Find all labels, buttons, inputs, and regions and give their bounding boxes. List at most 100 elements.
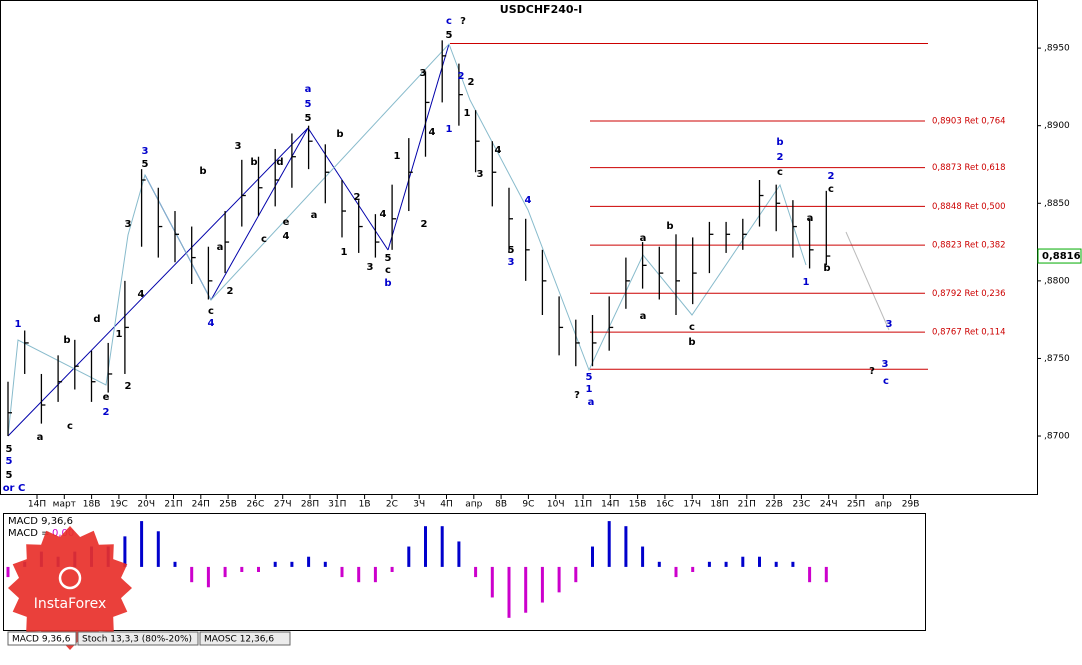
macd-bar [540, 566, 544, 603]
x-tick-label: 18П [710, 500, 728, 510]
wave-label: 4 [525, 195, 532, 206]
x-tick-label: 27Ч [274, 500, 292, 510]
macd-bar [240, 566, 244, 572]
macd-bar [607, 521, 611, 567]
wave-label: b [199, 166, 206, 177]
wave-label: c [446, 16, 452, 27]
wave-label: ? [869, 366, 875, 377]
wave-label: ? [574, 390, 580, 401]
macd-bar [707, 561, 711, 567]
macd-bar [273, 561, 277, 567]
wave-label: c [883, 376, 889, 387]
macd-bar [424, 526, 427, 567]
x-tick-label: 18В [83, 500, 101, 510]
tab [77, 631, 199, 646]
tab [199, 631, 291, 646]
x-tick-label: 4П [440, 500, 453, 510]
macd-bar [140, 521, 144, 567]
macd-bar [156, 531, 160, 567]
wave-label: 3 [142, 146, 149, 157]
fib-label: 0,8873 Ret 0,618 [932, 163, 1006, 173]
wave-label: e [103, 392, 110, 403]
x-tick-label: апр [465, 500, 482, 510]
wave-label: b [63, 335, 70, 346]
x-tick-label: 25В [219, 500, 237, 510]
wave-label: 1 [464, 108, 471, 119]
wave-label: 1 [586, 384, 593, 395]
wave-label: 5 [6, 444, 13, 455]
x-tick-label: 25П [847, 500, 865, 510]
wave-label: 1 [15, 319, 22, 330]
wave-label: a [217, 242, 224, 253]
macd-bar [257, 566, 260, 572]
x-tick-label: 10Ч [547, 500, 565, 510]
x-tick-label: 14П [601, 500, 619, 510]
wave-label: a [311, 210, 318, 221]
macd-bar [791, 561, 795, 567]
x-tick-label: 20Ч [137, 500, 155, 510]
wave-label: 3 [125, 219, 132, 230]
macd-bar [440, 526, 444, 567]
macd-bar [724, 561, 728, 567]
x-tick-label: 31П [328, 500, 346, 510]
y-tick-label: ,8700 [1044, 432, 1070, 442]
macd-bar [774, 561, 778, 567]
wave-label: e [283, 217, 290, 228]
wave-label: 2 [354, 192, 361, 203]
macd-bar [206, 566, 210, 588]
wave-label: 2 [103, 407, 110, 418]
x-tick-label: 17Ч [683, 500, 701, 510]
macd-bar [507, 566, 511, 618]
wave-label: 5 [508, 245, 515, 256]
plot-frame [0, 0, 1038, 495]
x-tick-label: 23С [793, 500, 811, 510]
wave-label: 5 [385, 253, 392, 264]
macd-bar [474, 566, 478, 578]
x-tick-label: 29В [902, 500, 920, 510]
wave-label: 5 [6, 470, 13, 481]
wave-label: 2 [421, 219, 428, 230]
x-tick-label: 1В [359, 500, 371, 510]
wave-label: 5 [6, 456, 13, 467]
x-tick-label: 3Ч [413, 500, 425, 510]
fib-label: 0,8848 Ret 0,500 [932, 202, 1006, 212]
wave-label: a [305, 84, 312, 95]
x-tick-label: 22В [765, 500, 783, 510]
macd-bar [6, 566, 10, 578]
wave-label: d [276, 157, 283, 168]
wave-label: 3 [235, 141, 242, 152]
wave-label: 3 [420, 68, 427, 79]
y-tick-label: ,8800 [1044, 276, 1070, 286]
wave-label: 1 [116, 329, 123, 340]
y-tick-label: ,8950 [1044, 44, 1070, 54]
wave-label: 3 [886, 319, 893, 330]
wave-label: 2 [777, 152, 784, 163]
wave-label: a [588, 397, 595, 408]
x-tick-label: 15В [629, 500, 647, 510]
wave-label: 3 [882, 359, 889, 370]
wave-label: c [208, 306, 214, 317]
wave-label: 3 [477, 169, 484, 180]
x-tick-label: 14П [28, 500, 46, 510]
macd-bar [691, 566, 695, 572]
logo-icon [58, 566, 82, 590]
x-tick-label: 28П [301, 500, 319, 510]
wave-label: a [807, 213, 814, 224]
wave-label: d [93, 314, 100, 325]
wave-label: 1 [803, 277, 810, 288]
wave-label: 2 [468, 77, 475, 88]
wave-label: c [67, 421, 73, 432]
x-tick-label: 8В [495, 500, 507, 510]
tab [7, 631, 77, 646]
y-tick-label: ,8750 [1044, 354, 1070, 364]
wave-label: c [777, 167, 783, 178]
macd-value-title: MACD = [8, 528, 50, 539]
wave-label: 3 [367, 262, 374, 273]
macd-bar [591, 546, 594, 567]
wave-label: b [384, 278, 391, 289]
macd-bar [457, 541, 461, 567]
wave-label: 2 [458, 71, 465, 82]
macd-bar [624, 526, 628, 567]
